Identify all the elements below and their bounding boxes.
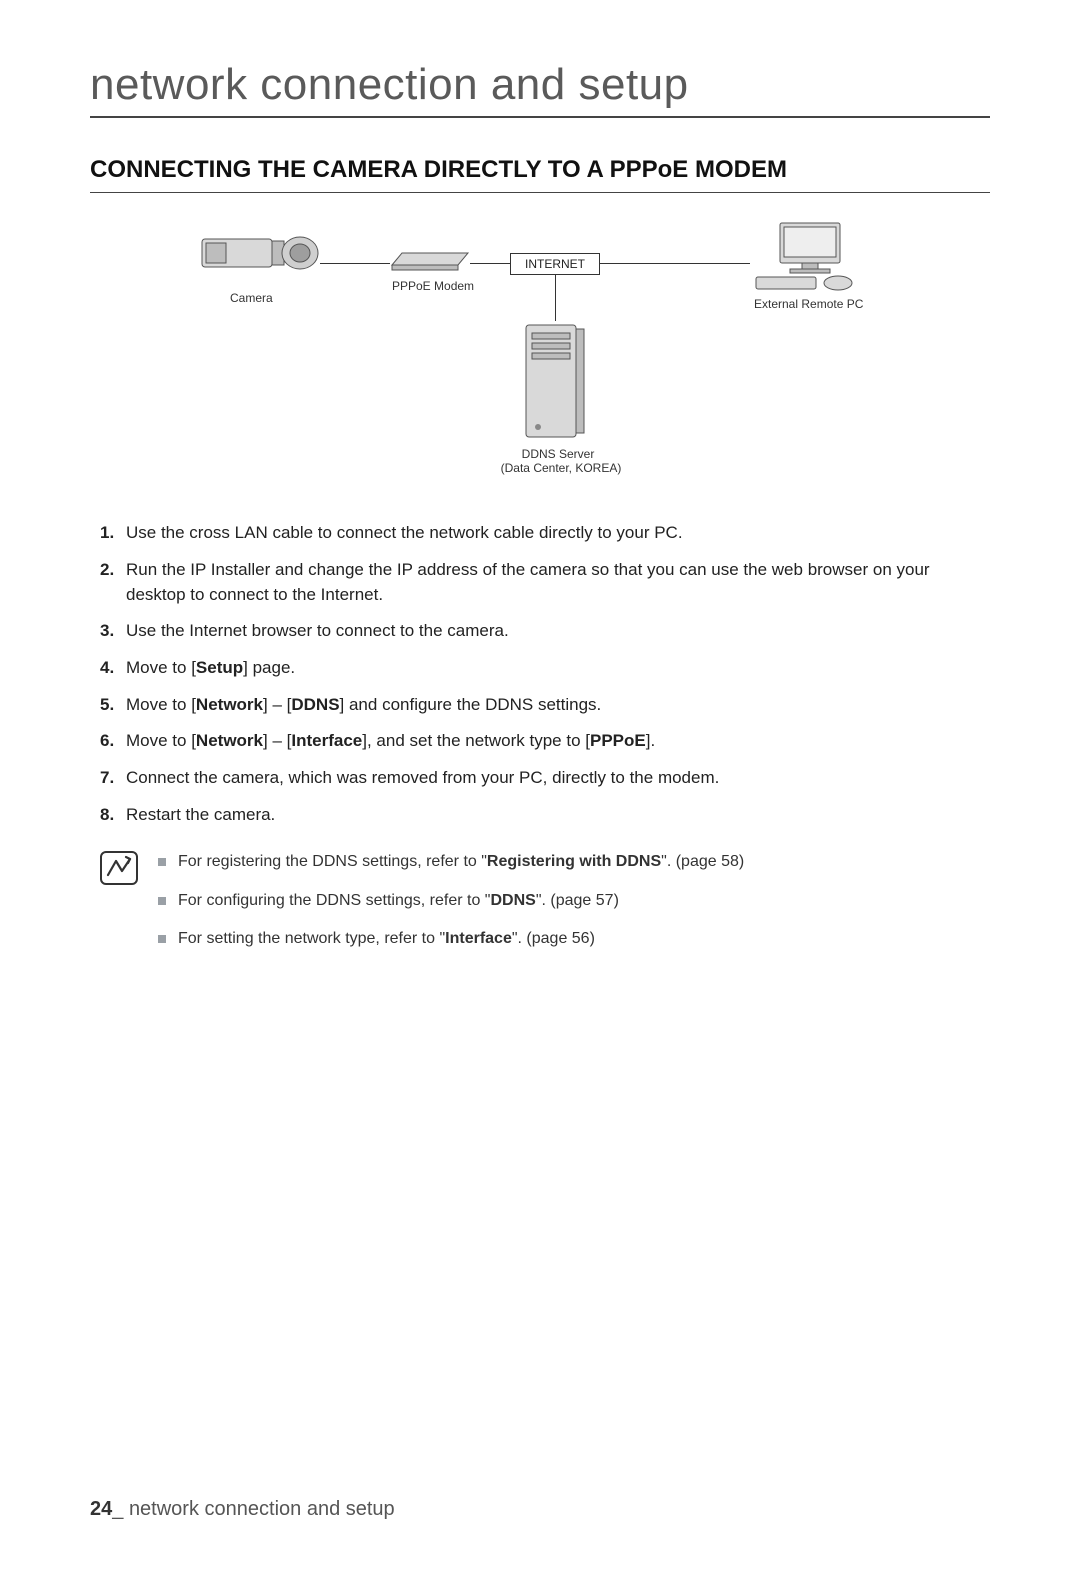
footer-separator: _ xyxy=(112,1498,129,1520)
step-text: Restart the camera. xyxy=(126,803,275,828)
chapter-title: network connection and setup xyxy=(90,60,990,118)
connection-line xyxy=(600,263,750,264)
connection-line xyxy=(555,275,556,321)
diagram-container: Camera PPPoE Modem INTERNET External Remote… xyxy=(90,221,990,491)
network-diagram: Camera PPPoE Modem INTERNET External Remote… xyxy=(190,221,890,491)
step-item: 2.Run the IP Installer and change the IP… xyxy=(100,558,990,607)
camera-label: Camera xyxy=(230,291,273,305)
step-text: Use the cross LAN cable to connect the n… xyxy=(126,521,683,546)
step-text: Move to [Network] – [Interface], and set… xyxy=(126,729,655,754)
step-number: 3. xyxy=(100,619,126,644)
steps-list: 1.Use the cross LAN cable to connect the… xyxy=(100,521,990,827)
note-icon xyxy=(100,851,138,885)
note-item: For registering the DDNS settings, refer… xyxy=(158,851,990,873)
step-item: 6.Move to [Network] – [Interface], and s… xyxy=(100,729,990,754)
page: network connection and setup CONNECTING … xyxy=(0,0,1080,1571)
modem-icon xyxy=(390,251,470,271)
remote-pc-icon xyxy=(750,221,860,291)
step-item: 1.Use the cross LAN cable to connect the… xyxy=(100,521,990,546)
internet-box: INTERNET xyxy=(510,253,600,275)
step-number: 5. xyxy=(100,693,126,718)
step-number: 6. xyxy=(100,729,126,754)
page-footer: 24_ network connection and setup xyxy=(90,1498,395,1521)
camera-icon xyxy=(200,221,320,281)
step-item: 8.Restart the camera. xyxy=(100,803,990,828)
note-text: For configuring the DDNS settings, refer… xyxy=(178,890,619,912)
step-number: 1. xyxy=(100,521,126,546)
step-number: 2. xyxy=(100,558,126,607)
step-number: 7. xyxy=(100,766,126,791)
step-text: Move to [Setup] page. xyxy=(126,656,295,681)
step-item: 5.Move to [Network] – [DDNS] and configu… xyxy=(100,693,990,718)
notes-list: For registering the DDNS settings, refer… xyxy=(158,851,990,966)
step-text: Connect the camera, which was removed fr… xyxy=(126,766,719,791)
footer-text: network connection and setup xyxy=(129,1498,395,1520)
remote-pc-label: External Remote PC xyxy=(754,297,863,311)
notes-block: For registering the DDNS settings, refer… xyxy=(100,851,990,966)
step-number: 4. xyxy=(100,656,126,681)
bullet-icon xyxy=(158,858,166,866)
step-item: 7.Connect the camera, which was removed … xyxy=(100,766,990,791)
connection-line xyxy=(470,263,510,264)
step-text: Run the IP Installer and change the IP a… xyxy=(126,558,990,607)
ddns-server-label-1: DDNS Server xyxy=(518,447,598,461)
ddns-server-icon xyxy=(520,321,590,441)
step-item: 3.Use the Internet browser to connect to… xyxy=(100,619,990,644)
page-number: 24 xyxy=(90,1498,112,1520)
note-item: For setting the network type, refer to "… xyxy=(158,928,990,950)
ddns-server-label-2: (Data Center, KOREA) xyxy=(496,461,626,475)
section-title: CONNECTING THE CAMERA DIRECTLY TO A PPPo… xyxy=(90,154,990,193)
bullet-icon xyxy=(158,935,166,943)
step-number: 8. xyxy=(100,803,126,828)
step-item: 4.Move to [Setup] page. xyxy=(100,656,990,681)
step-text: Move to [Network] – [DDNS] and configure… xyxy=(126,693,601,718)
connection-line xyxy=(320,263,390,264)
modem-label: PPPoE Modem xyxy=(392,279,474,293)
note-text: For setting the network type, refer to "… xyxy=(178,928,595,950)
note-item: For configuring the DDNS settings, refer… xyxy=(158,890,990,912)
note-text: For registering the DDNS settings, refer… xyxy=(178,851,744,873)
bullet-icon xyxy=(158,897,166,905)
step-text: Use the Internet browser to connect to t… xyxy=(126,619,509,644)
